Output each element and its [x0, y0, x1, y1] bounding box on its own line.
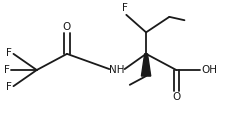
Text: F: F: [122, 3, 128, 13]
Text: O: O: [63, 22, 71, 32]
Text: F: F: [6, 48, 12, 58]
Text: F: F: [4, 65, 10, 75]
Text: NH: NH: [109, 65, 125, 75]
Text: OH: OH: [201, 65, 217, 75]
Polygon shape: [141, 54, 151, 76]
Text: O: O: [172, 92, 180, 102]
Text: F: F: [6, 82, 12, 92]
